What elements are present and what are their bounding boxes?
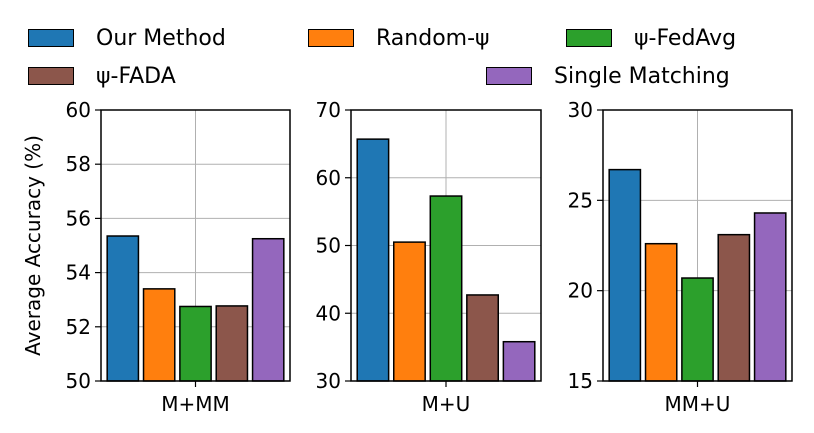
ytick-label-m-u-2: 50 bbox=[316, 234, 341, 258]
bar-mm-u-psi-fedavg bbox=[681, 277, 714, 382]
bar-m-u-single-matching bbox=[502, 340, 536, 382]
ytick-label-m-mm-2: 54 bbox=[66, 261, 91, 285]
legend-item-our-method: Our Method bbox=[28, 24, 226, 52]
y-axis-label: Average Accuracy (%) bbox=[21, 135, 45, 356]
legend-swatch-single-matching bbox=[486, 67, 532, 85]
ytick-label-m-mm-0: 50 bbox=[66, 369, 91, 393]
legend-item-random-psi: Random-ψ bbox=[308, 24, 490, 52]
ytick-label-mm-u-1: 20 bbox=[568, 279, 593, 303]
ytick-label-m-mm-4: 58 bbox=[66, 152, 91, 176]
bar-mm-u-random-psi bbox=[644, 242, 678, 382]
xtick-label-mm-u: MM+U bbox=[665, 392, 731, 416]
ytick-label-m-mm-1: 52 bbox=[66, 315, 91, 339]
xtick-label-m-mm: M+MM bbox=[161, 392, 230, 416]
bar-m-mm-psi-fedavg bbox=[179, 305, 212, 382]
ytick-label-mm-u-2: 25 bbox=[568, 188, 593, 212]
legend-item-psi-fedavg: ψ-FedAvg bbox=[566, 24, 736, 52]
legend-label-psi-fedavg: ψ-FedAvg bbox=[634, 25, 737, 51]
ytick-label-m-mm-3: 56 bbox=[66, 206, 91, 230]
xtick-label-m-u: M+U bbox=[422, 392, 471, 416]
bar-m-u-our-method bbox=[356, 138, 390, 382]
bar-m-mm-random-psi bbox=[142, 288, 176, 382]
legend-swatch-psi-fada bbox=[28, 67, 74, 85]
bar-m-u-psi-fada bbox=[466, 294, 500, 382]
bar-mm-u-psi-fada bbox=[717, 233, 751, 382]
bar-mm-u-single-matching bbox=[753, 212, 787, 382]
legend-item-psi-fada: ψ-FADA bbox=[28, 62, 176, 90]
bar-m-mm-our-method bbox=[106, 235, 140, 382]
bar-mm-u-our-method bbox=[608, 168, 642, 382]
ytick-label-m-u-0: 30 bbox=[316, 369, 341, 393]
legend-swatch-our-method bbox=[28, 29, 74, 47]
legend-swatch-psi-fedavg bbox=[566, 29, 612, 47]
ytick-label-m-u-1: 40 bbox=[316, 301, 341, 325]
legend-label-single-matching: Single Matching bbox=[554, 63, 730, 89]
bar-m-u-psi-fedavg bbox=[429, 195, 463, 382]
legend-label-psi-fada: ψ-FADA bbox=[96, 63, 176, 89]
ytick-label-m-u-4: 70 bbox=[316, 98, 341, 122]
legend-item-single-matching: Single Matching bbox=[486, 62, 730, 90]
ytick-label-mm-u-0: 15 bbox=[568, 369, 593, 393]
bar-m-mm-single-matching bbox=[251, 237, 285, 382]
bar-m-mm-psi-fada bbox=[215, 305, 249, 382]
legend-label-random-psi: Random-ψ bbox=[376, 25, 490, 51]
ytick-label-m-mm-5: 60 bbox=[66, 98, 91, 122]
ytick-label-mm-u-3: 30 bbox=[568, 98, 593, 122]
legend-swatch-random-psi bbox=[308, 29, 354, 47]
ytick-label-m-u-3: 60 bbox=[316, 166, 341, 190]
legend-label-our-method: Our Method bbox=[96, 25, 226, 51]
bar-m-u-random-psi bbox=[393, 241, 426, 382]
